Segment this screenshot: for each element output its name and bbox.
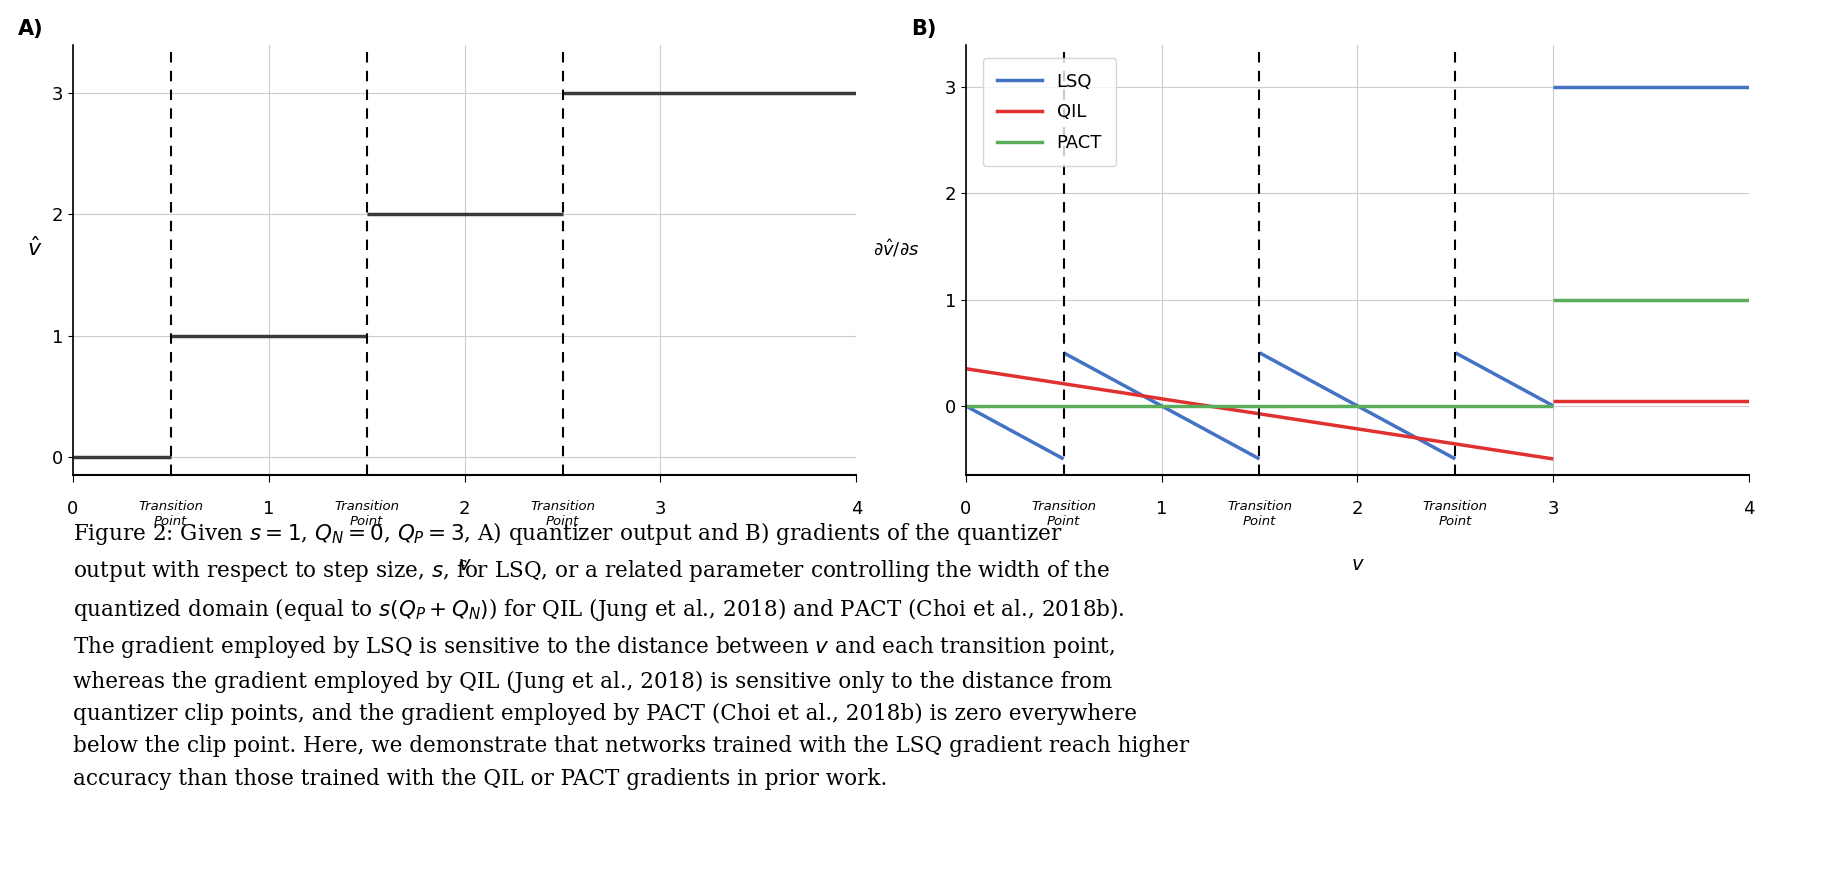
Text: 4: 4 [851,500,862,518]
Text: B): B) [911,19,937,39]
PACT [955,401,977,411]
Text: Transition
Point: Transition Point [1423,500,1489,528]
Line: QIL: QIL [966,368,1552,459]
Legend: LSQ, QIL, PACT: LSQ, QIL, PACT [982,58,1117,167]
Text: v: v [1352,556,1363,574]
Text: 1: 1 [262,500,275,518]
Text: 2: 2 [459,500,470,518]
Text: 3: 3 [654,500,667,518]
QIL [955,363,977,374]
Text: v: v [459,556,470,574]
PACT [1541,401,1563,411]
Text: 3: 3 [1547,500,1560,518]
Text: Transition
Point: Transition Point [1031,500,1097,528]
Text: 2: 2 [1352,500,1363,518]
QIL [1541,453,1563,464]
Text: Transition
Point: Transition Point [138,500,204,528]
Line: LSQ: LSQ [966,406,1064,459]
LSQ [955,401,977,411]
Text: 4: 4 [1744,500,1755,518]
Text: Transition
Point: Transition Point [1226,500,1292,528]
Y-axis label: $\partial\hat{v}/\partial s$: $\partial\hat{v}/\partial s$ [873,238,918,260]
Text: 1: 1 [1155,500,1168,518]
Text: Figure 2: Given $s = 1$, $Q_N = 0$, $Q_P = 3$, A) quantizer output and B) gradie: Figure 2: Given $s = 1$, $Q_N = 0$, $Q_P… [73,520,1190,789]
Text: A): A) [18,19,44,39]
Text: 0: 0 [960,500,971,518]
Text: 0: 0 [67,500,78,518]
Text: Transition
Point: Transition Point [333,500,399,528]
LSQ [1053,453,1075,464]
Text: Transition
Point: Transition Point [530,500,596,528]
Y-axis label: $\hat{v}$: $\hat{v}$ [27,236,42,260]
